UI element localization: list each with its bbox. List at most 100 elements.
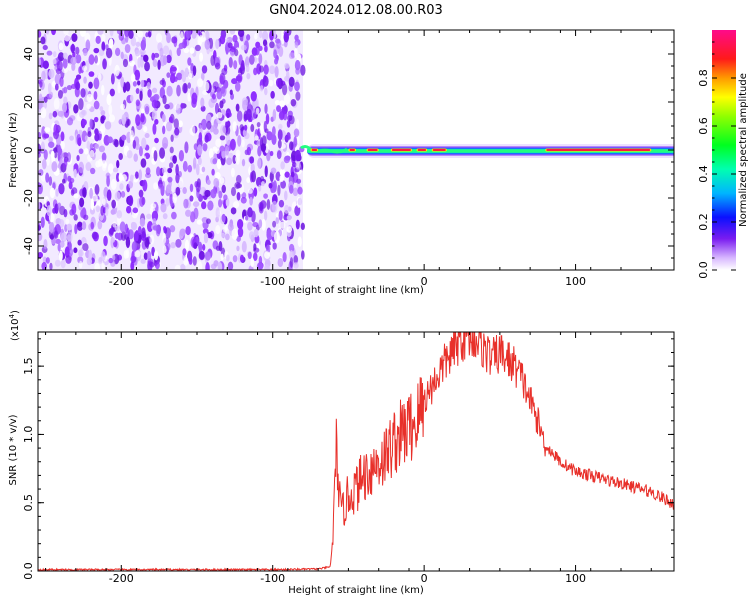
noise-blob [67, 62, 72, 71]
noise-blob [77, 239, 82, 246]
noise-blob [242, 99, 249, 111]
noise-blob [165, 242, 171, 251]
noise-blob [279, 108, 285, 120]
noise-blob [230, 186, 237, 197]
noise-blob [125, 31, 129, 43]
noise-blob [42, 60, 49, 69]
noise-blob [111, 199, 116, 209]
noise-blob [63, 86, 68, 94]
noise-blob [274, 99, 280, 106]
noise-blob [93, 90, 98, 100]
noise-blob [265, 244, 271, 254]
noise-blob [98, 49, 105, 57]
noise-blob [89, 207, 96, 215]
noise-blob [284, 190, 288, 201]
noise-blob [162, 245, 167, 254]
noise-blob [295, 118, 300, 131]
noise-blob [271, 200, 278, 213]
noise-blob [279, 100, 286, 108]
noise-blob [255, 41, 261, 49]
noise-blob [169, 146, 174, 154]
noise-blob [52, 110, 58, 118]
snr-scale-prefix: (x10 [10, 318, 21, 341]
noise-blob [162, 45, 170, 55]
noise-blob [262, 75, 269, 87]
noise-blob [179, 228, 186, 237]
noise-blob [107, 136, 113, 144]
noise-blob [108, 38, 114, 49]
noise-blob [110, 178, 117, 190]
noise-blob [152, 225, 159, 231]
noise-blob [195, 163, 200, 176]
noise-blob [71, 62, 76, 71]
x-tick-label-top: 100 [565, 275, 586, 288]
noise-blob [60, 140, 65, 150]
noise-blob [105, 47, 113, 59]
noise-blob [45, 172, 50, 183]
noise-blob [300, 222, 305, 231]
noise-blob [202, 228, 209, 235]
noise-blob [45, 30, 50, 35]
noise-blob [275, 78, 282, 88]
noise-blob [68, 181, 73, 190]
noise-blob [48, 176, 53, 186]
noise-blob [97, 73, 102, 82]
noise-blob [66, 117, 74, 126]
noise-blob [101, 84, 105, 96]
noise-blob [170, 134, 174, 142]
noise-blob [49, 262, 53, 270]
noise-blob [185, 225, 191, 236]
noise-blob [62, 58, 68, 69]
noise-blob [200, 118, 208, 131]
noise-blob [292, 187, 299, 197]
noise-blob [58, 250, 63, 262]
noise-blob [276, 38, 281, 49]
noise-blob [94, 55, 98, 64]
noise-blob [283, 93, 291, 105]
noise-blob [145, 167, 151, 176]
noise-blob [104, 206, 109, 217]
noise-blob [110, 209, 116, 215]
noise-blob [138, 189, 144, 198]
x-tick-label-top: 0 [421, 275, 428, 288]
noise-blob [266, 199, 271, 210]
noise-blob [38, 202, 41, 210]
noise-blob [166, 72, 171, 78]
noise-blob [94, 128, 99, 135]
noise-blob [135, 87, 140, 94]
noise-blob [164, 103, 170, 110]
noise-blob [86, 103, 92, 109]
noise-blob [112, 167, 119, 173]
y-tick-label-bottom: 1.5 [22, 357, 35, 375]
signal-peak [311, 149, 318, 151]
noise-blob [69, 135, 74, 141]
noise-blob [191, 92, 198, 105]
spectrogram-xlabel: Height of straight line (km) [288, 285, 424, 296]
noise-blob [289, 249, 294, 262]
noise-blob [98, 128, 104, 134]
noise-blob [162, 232, 167, 245]
noise-blob [295, 91, 301, 101]
noise-blob [215, 225, 221, 235]
noise-blob [162, 55, 168, 66]
colorbar-gradient [712, 30, 736, 270]
noise-blob [38, 30, 42, 38]
noise-blob [230, 167, 235, 178]
noise-blob [108, 257, 114, 264]
noise-blob [93, 100, 100, 110]
noise-blob [138, 169, 143, 181]
noise-blob [52, 58, 57, 65]
noise-blob [94, 143, 100, 150]
noise-blob [273, 49, 278, 59]
noise-blob [82, 109, 87, 116]
noise-blob [197, 144, 203, 156]
noise-blob [250, 257, 255, 268]
noise-blob [48, 221, 55, 234]
snr-ylabel: SNR (10 * v/v) [8, 414, 19, 485]
noise-blob [205, 30, 210, 41]
noise-blob [279, 168, 286, 177]
noise-blob [262, 39, 268, 47]
noise-blob [236, 192, 241, 201]
noise-blob [247, 251, 252, 260]
noise-blob [263, 120, 267, 133]
